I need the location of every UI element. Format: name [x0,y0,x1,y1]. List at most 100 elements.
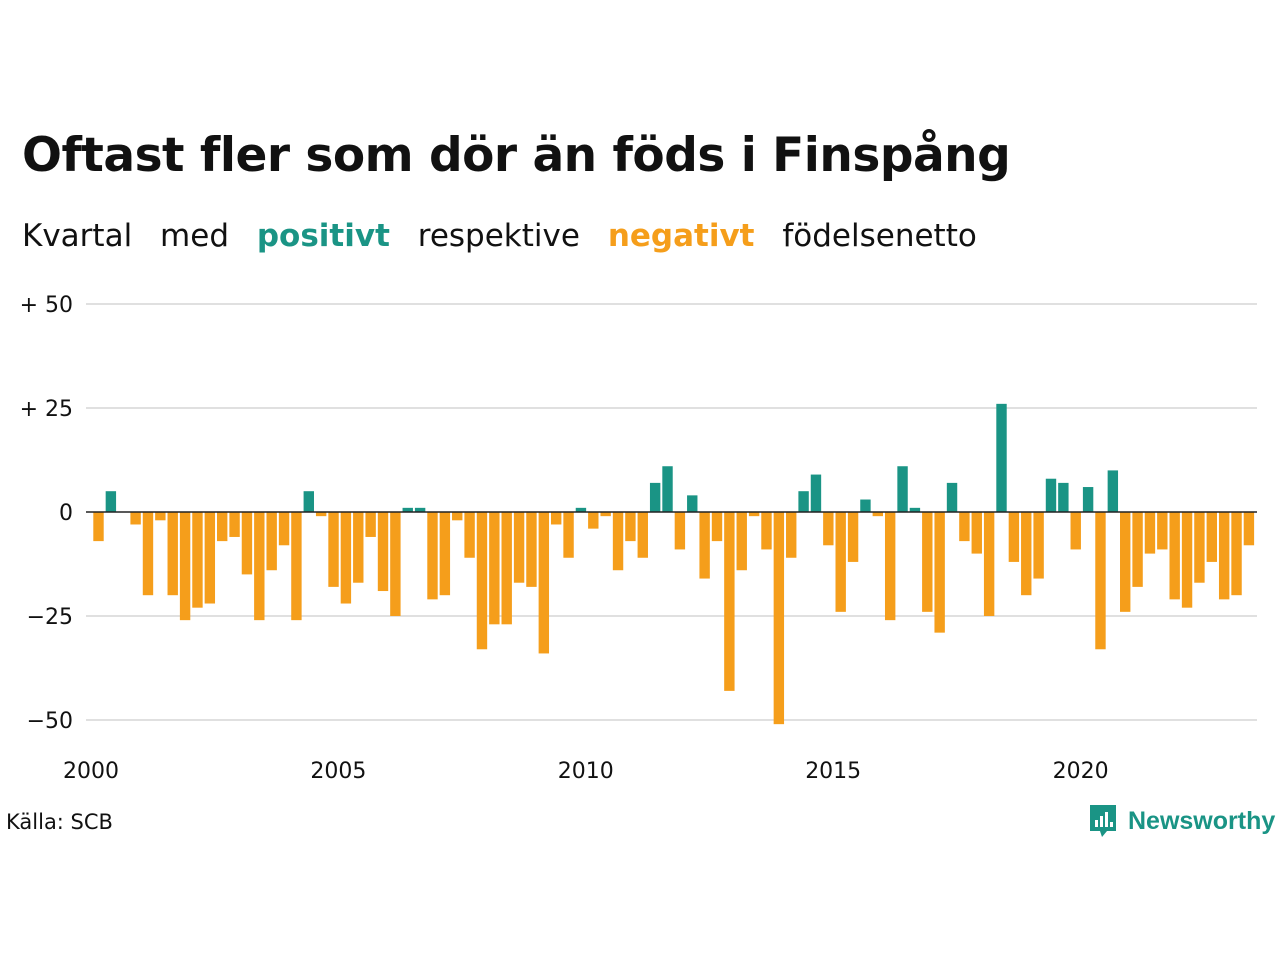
bar-negative [934,512,945,633]
x-tick-label: 2000 [63,759,119,784]
logo-text: Newsworthy [1128,806,1276,835]
bar-negative [192,512,203,608]
chart-subtitle: Kvartal med positivt respektive negativt… [22,218,995,254]
bar-negative [365,512,376,537]
y-tick-label: + 25 [20,397,73,422]
chart-title: Oftast fler som dör än föds i Finspång [22,128,1011,183]
bar-negative [1169,512,1180,600]
bar-negative [439,512,451,596]
bar-negative [625,512,636,542]
bar-negative [328,512,339,587]
bar-positive [414,507,426,512]
bar-negative [1181,512,1193,608]
bar-negative [724,512,735,691]
bar-positive [996,403,1007,512]
bar-negative [1021,512,1032,596]
bar-negative [736,512,747,571]
bar-negative [229,512,240,537]
bar-negative [1008,512,1020,562]
bar-negative [983,512,995,616]
bar-positive [662,466,673,512]
bar-negative [278,512,290,546]
bar-positive [687,495,698,512]
bar-negative [786,512,797,558]
bar-positive [909,507,921,512]
subtitle-word: födelsenetto [782,218,977,254]
bar-negative [452,512,463,521]
bar-negative [315,512,327,517]
source-note: Källa: SCB [6,810,113,834]
bar-negative [291,512,302,621]
x-tick-label: 2020 [1053,759,1109,784]
bar-negative [476,512,488,650]
bar-positive [798,491,809,512]
bar-negative [1144,512,1156,554]
bar-negative [922,512,933,612]
bar-positive [860,499,871,512]
bar-positive [810,474,822,512]
subtitle-positive-word: positivt [256,218,390,254]
newsworthy-chart-icon [1090,805,1116,837]
bar-negative [1095,512,1106,650]
bar-negative [155,512,166,521]
bar-negative [377,512,389,592]
bar-negative [340,512,352,604]
x-tick-label: 2005 [310,759,366,784]
bar-negative [637,512,648,558]
bar-negative [167,512,178,596]
y-tick-label: + 50 [20,293,73,318]
bar-negative [971,512,982,554]
bar-negative [1033,512,1044,579]
bar-negative [204,512,216,604]
subtitle-word: med [160,218,229,254]
bar-negative [266,512,277,571]
axes: + 50 + 25 0 −25 −50 2000 2005 2010 2015 2020 [20,293,1257,784]
bar-negative [1120,512,1131,612]
bar-negative [254,512,265,621]
x-tick-label: 2015 [805,759,861,784]
bar-negative [761,512,772,550]
bar-negative [1218,512,1230,600]
x-tick-label: 2010 [558,759,614,784]
bar-negative [847,512,859,562]
bar-positive [649,482,661,512]
bar-negative [1194,512,1205,583]
y-tick-label: −25 [27,605,73,630]
bar-negative [600,512,611,517]
bar-negative [674,512,686,550]
bar-positive [946,482,958,512]
bar-negative [93,512,104,542]
bar-negative [142,512,154,596]
bars [93,403,1255,725]
bar-positive [1045,478,1057,512]
grid-lines [86,303,1257,721]
bar-negative [823,512,834,546]
bar-negative [612,512,624,571]
bar-negative [489,512,500,625]
bar-negative [835,512,846,612]
bar-negative [526,512,537,587]
bar-negative [1231,512,1242,596]
bar-negative [353,512,364,583]
bar-negative [550,512,562,525]
bar-negative [130,512,141,525]
y-tick-label: −50 [27,709,73,734]
bar-negative [427,512,438,600]
bar-negative [1157,512,1168,550]
subtitle-word: Kvartal [22,218,133,254]
subtitle-negative-word: negativt [607,218,755,254]
bar-negative [748,512,760,517]
bar-negative [179,512,191,621]
bar-negative [773,512,785,725]
bar-negative [1132,512,1143,587]
bar-negative [217,512,228,542]
bar-positive [402,507,413,512]
bar-negative [711,512,723,542]
bar-negative [513,512,525,583]
bar-chart: + 50 + 25 0 −25 −50 2000 2005 2010 2015 2020 [20,293,1257,784]
bar-negative [1243,512,1255,546]
bar-negative [464,512,475,558]
bar-negative [241,512,253,575]
subtitle-word: respektive [417,218,580,254]
bar-negative [501,512,512,625]
